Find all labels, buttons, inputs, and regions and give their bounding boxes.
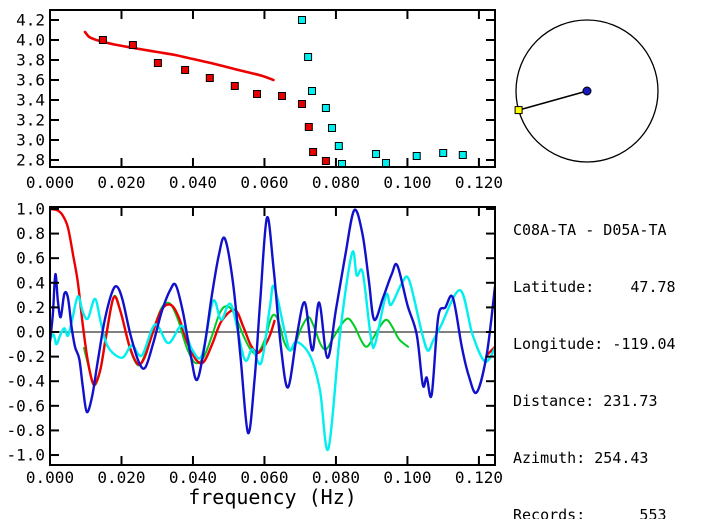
y-tick-label: 3.0 [16, 131, 45, 150]
x-tick-label: 0.120 [455, 173, 503, 192]
y-tick-label: 0.8 [16, 224, 45, 243]
x-tick-label: 0.000 [26, 468, 74, 487]
y-tick-label: 0.4 [16, 273, 45, 292]
x-tick-label: 0.040 [169, 173, 217, 192]
cyan-correlation-trace [50, 250, 495, 452]
y-tick-label: -0.6 [6, 396, 45, 415]
red-dispersion-model-curve [83, 30, 275, 82]
info-line-longitude: Longitude: -119.04 [513, 335, 676, 353]
x-tick-label: 0.080 [312, 468, 360, 487]
station-info-panel: C08A-TA - D05A-TA Latitude: 47.78 Longit… [513, 183, 676, 519]
x-tick-label: 0.080 [312, 173, 360, 192]
x-tick-label: 0.100 [383, 468, 431, 487]
y-tick-label: 3.4 [16, 91, 45, 110]
remote-station-marker [514, 106, 523, 115]
x-tick-label: 0.120 [455, 468, 503, 487]
red-filtered-correlation [50, 207, 276, 387]
x-tick-label: 0.040 [169, 468, 217, 487]
info-line-records: Records: 553 [513, 506, 667, 519]
y-tick-label: -0.8 [6, 421, 45, 440]
cyan-velocity-picks-marker[interactable] [382, 159, 390, 167]
top-dispersion-plot[interactable]: 0.000 0.020 0.040 0.060 0.080 0.100 0.120 4.24.… [16, 9, 503, 192]
red-velocity-picks-marker[interactable] [230, 82, 239, 90]
red-velocity-picks-marker[interactable] [321, 157, 330, 165]
station-pair-title: C08A-TA - D05A-TA [513, 221, 667, 239]
cyan-velocity-picks-marker[interactable] [328, 124, 336, 132]
y-tick-label: 1.0 [16, 199, 45, 218]
cyan-velocity-picks-marker[interactable] [298, 16, 306, 24]
series-layer [50, 207, 495, 452]
series-layer [83, 30, 275, 82]
info-line-azimuth: Azimuth: 254.43 [513, 449, 649, 467]
x-tick-label: 0.000 [26, 173, 74, 192]
y-tick-label: 0.6 [16, 249, 45, 268]
cyan-velocity-picks-marker[interactable] [439, 149, 448, 157]
x-tick-label: 0.060 [240, 468, 288, 487]
red-velocity-picks-marker[interactable] [128, 41, 137, 49]
azimuth-line [518, 90, 588, 111]
red-velocity-picks-marker[interactable] [153, 59, 162, 67]
cyan-velocity-picks-marker[interactable] [458, 151, 467, 159]
y-tick-label: 0.0 [16, 323, 45, 342]
red-velocity-picks-marker[interactable] [298, 100, 306, 108]
y-tick-label: 4.2 [16, 11, 45, 30]
y-tick-label: 2.8 [16, 151, 45, 170]
x-tick-label: 0.020 [97, 173, 145, 192]
cyan-velocity-picks-marker[interactable] [308, 87, 316, 95]
cyan-velocity-picks-marker[interactable] [412, 152, 421, 160]
bottom-waveform-plot[interactable]: 0.000 0.020 0.040 0.060 0.080 0.100 0.120 1.0 0.… [6, 199, 503, 509]
info-line-latitude: Latitude: 47.78 [513, 278, 676, 296]
plot-border [49, 206, 496, 466]
y-tick-label: 4.0 [16, 31, 45, 50]
red-velocity-picks-marker[interactable] [253, 90, 261, 98]
cyan-velocity-picks-marker[interactable] [372, 150, 380, 158]
cyan-velocity-picks-marker[interactable] [321, 104, 330, 112]
red-velocity-picks-marker[interactable] [98, 36, 107, 44]
cyan-velocity-picks-marker[interactable] [304, 53, 313, 61]
blue-correlation-trace [50, 208, 495, 435]
red-velocity-picks-marker[interactable] [309, 148, 318, 156]
red-velocity-picks-marker[interactable] [181, 66, 190, 74]
y-tick-label: 3.2 [16, 111, 45, 130]
center-station-dot [582, 86, 592, 96]
info-line-distance: Distance: 231.73 [513, 392, 658, 410]
y-tick-label: -0.4 [6, 372, 45, 391]
y-tick-label: 3.8 [16, 51, 45, 70]
x-tick-label: 0.060 [240, 173, 288, 192]
y-tick-label: 3.6 [16, 71, 45, 90]
y-tick-label: -1.0 [6, 446, 45, 465]
red-velocity-picks-marker[interactable] [278, 92, 286, 100]
red-velocity-picks-marker[interactable] [205, 74, 214, 82]
y-tick-label: -0.2 [6, 347, 45, 366]
y-tick-label: 0.2 [16, 298, 45, 317]
red-velocity-picks-marker[interactable] [304, 123, 313, 131]
x-axis-title: frequency (Hz) [188, 485, 357, 509]
azimuth-circle [515, 19, 659, 163]
plot-border [49, 9, 496, 168]
x-tick-label: 0.100 [383, 173, 431, 192]
azimuth-diagram [514, 19, 659, 163]
x-tick-label: 0.020 [97, 468, 145, 487]
cyan-velocity-picks-marker[interactable] [334, 142, 343, 150]
